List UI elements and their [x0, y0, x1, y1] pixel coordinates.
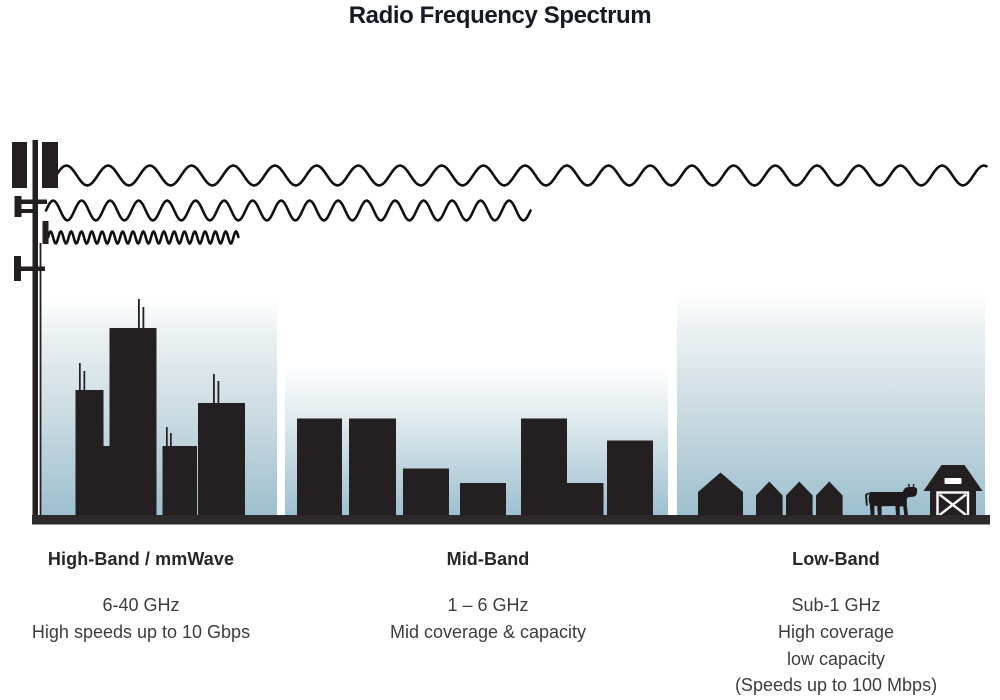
skyscraper-antenna [79, 363, 81, 391]
low-band-label: Low-Band Sub-1 GHz High coverage low cap… [706, 549, 966, 699]
tower-mast-inner [39, 243, 42, 524]
building [607, 440, 653, 518]
house-icon [816, 481, 843, 517]
high-band-title: High-Band / mmWave [47, 549, 235, 569]
skyscraper [75, 390, 104, 517]
high-band-details: 6-40 GHz High speeds up to 10 Gbps [11, 592, 271, 646]
mid-band-title: Mid-Band [446, 549, 530, 569]
house-icon [756, 481, 783, 517]
high-band-frequency: 6-40 GHz [102, 595, 180, 615]
low-band-frequency: Sub-1 GHz [791, 595, 881, 615]
building [403, 468, 449, 518]
skyscraper-antenna [217, 381, 220, 404]
skyscraper-antenna [83, 371, 86, 391]
tower-antenna-mid [42, 221, 49, 244]
barn-door-crossbuck [938, 493, 967, 516]
high-band-wave-icon [46, 229, 240, 246]
barn-icon [923, 465, 983, 519]
mid-band-description: Mid coverage & capacity [389, 621, 587, 642]
low-band-description: low capacity [786, 648, 886, 669]
building [297, 418, 342, 518]
ground-line [32, 515, 990, 525]
building [460, 483, 506, 517]
page-title: Radio Frequency Spectrum [348, 2, 652, 29]
tower-antenna-upper [14, 196, 22, 217]
cow-horns [907, 483, 915, 488]
barn-loft-vent [944, 478, 962, 484]
skyscraper-antenna [166, 427, 168, 447]
high-band-label: High-Band / mmWave 6-40 GHz High speeds … [11, 549, 271, 646]
skyscraper-antenna [138, 299, 140, 329]
mid-band-frequency: 1 – 6 GHz [447, 595, 529, 615]
tower-crossbar-upper-short [20, 209, 38, 213]
mid-band-label: Mid-Band 1 – 6 GHz Mid coverage & capaci… [358, 549, 618, 646]
house-icon [698, 472, 743, 517]
building [349, 418, 396, 518]
high-band-description: High speeds up to 10 Gbps [31, 621, 251, 642]
skyscraper-antenna [213, 374, 215, 404]
mid-band-wave-icon [44, 199, 532, 222]
antenna-panel-left [12, 142, 27, 188]
tower-antenna-lower [14, 256, 21, 281]
building [521, 418, 567, 518]
building [567, 483, 604, 517]
rural-farm-icon [698, 465, 983, 519]
skyscraper [198, 403, 245, 517]
skyscraper-antenna [170, 433, 172, 447]
cow-icon [865, 483, 918, 517]
low-band-description: High coverage [777, 621, 895, 642]
tower-crossbar-lower [16, 266, 45, 271]
tower-crossbar-upper [17, 199, 47, 204]
skyscraper-antenna [142, 307, 145, 329]
tower-mast [32, 140, 38, 524]
town-buildings-icon [297, 418, 653, 518]
skyscraper [162, 446, 197, 517]
house-icon [786, 481, 813, 517]
radio-waves [44, 164, 988, 246]
mid-band-details: 1 – 6 GHz Mid coverage & capacity [358, 592, 618, 646]
mid-band-sky [285, 300, 668, 517]
low-band-description: (Speeds up to 100 Mbps) [734, 675, 938, 696]
low-band-details: Sub-1 GHz High coverage low capacity (Sp… [706, 592, 966, 699]
spectrum-illustration [12, 140, 990, 525]
antenna-panel-right [42, 142, 58, 188]
cell-tower-icon [12, 140, 58, 524]
skyscraper-low [103, 446, 110, 517]
cow-tail [865, 492, 870, 506]
low-band-wave-icon [54, 164, 988, 187]
skyscraper-tall [109, 328, 157, 517]
cow-body [868, 486, 918, 517]
city-skyline-icon [75, 299, 245, 517]
low-band-title: Low-Band [792, 549, 880, 569]
